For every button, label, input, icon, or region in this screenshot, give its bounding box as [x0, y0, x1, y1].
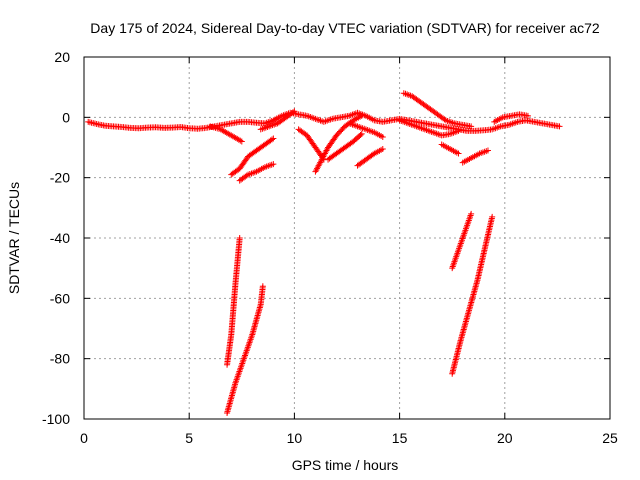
data-point-marker	[357, 132, 364, 139]
series-arc-g	[325, 130, 365, 163]
data-point-marker	[270, 161, 277, 168]
data-point-marker	[270, 135, 277, 142]
series-arc-k	[396, 117, 462, 139]
x-tick-label: 10	[287, 430, 303, 446]
data-points	[85, 90, 563, 416]
data-point-marker	[468, 210, 475, 217]
x-tick-label: 5	[185, 430, 193, 446]
series-arc-m	[459, 147, 491, 166]
series-arc-n	[491, 111, 531, 125]
chart-title: Day 175 of 2024, Sidereal Day-to-day VTE…	[90, 20, 600, 36]
data-point-marker	[455, 150, 462, 157]
x-tick-label: 15	[392, 430, 408, 446]
series-arc-b	[228, 135, 277, 178]
series-arc-j	[400, 90, 475, 130]
data-point-marker	[524, 112, 531, 119]
data-point-marker	[556, 123, 563, 130]
data-point-marker	[468, 123, 475, 130]
series-streak-early-long	[224, 283, 266, 416]
y-tick-label: -20	[50, 170, 70, 186]
y-tick-label: -100	[42, 411, 70, 427]
y-tick-label: -60	[50, 290, 70, 306]
series-streak-early	[224, 235, 243, 368]
data-point-marker	[358, 130, 365, 137]
data-point-marker	[441, 116, 448, 123]
y-axis-label: SDTVAR / TECUs	[6, 182, 22, 294]
series-arc-a	[207, 123, 245, 145]
data-point-marker	[268, 136, 275, 143]
series-arc-h	[346, 120, 386, 140]
data-point-marker	[358, 112, 365, 119]
series-arc-d	[257, 108, 298, 133]
series-streak-late-long	[449, 213, 496, 377]
data-point-marker	[259, 283, 266, 290]
data-point-marker	[489, 213, 496, 220]
x-tick-label: 25	[602, 430, 618, 446]
data-point-marker	[455, 127, 462, 134]
x-tick-label: 0	[80, 430, 88, 446]
data-point-marker	[243, 172, 250, 179]
data-point-marker	[369, 151, 376, 158]
data-point-marker	[238, 138, 245, 145]
x-axis-label: GPS time / hours	[292, 457, 399, 473]
series-streak-late	[449, 210, 475, 272]
data-point-marker	[236, 235, 243, 241]
data-point-marker	[379, 133, 386, 140]
axis-ticks: 0 5 10 15 20 25 20 0 -20 -40 -60 -80 -100	[42, 49, 618, 446]
data-point-marker	[291, 108, 298, 115]
data-point-marker	[289, 109, 296, 116]
plot-frame	[83, 56, 611, 420]
y-tick-label: -40	[50, 230, 70, 246]
data-point-marker	[484, 147, 491, 154]
y-tick-label: 20	[54, 49, 70, 65]
series-arc-i	[354, 146, 386, 169]
y-tick-label: -80	[50, 351, 70, 367]
series-main-band	[85, 109, 563, 134]
data-point-marker	[379, 146, 386, 153]
x-tick-label: 20	[497, 430, 513, 446]
y-tick-label: 0	[62, 109, 70, 125]
series-arc-c	[236, 161, 277, 184]
grid-lines	[84, 57, 610, 419]
series-arc-l	[438, 141, 462, 157]
